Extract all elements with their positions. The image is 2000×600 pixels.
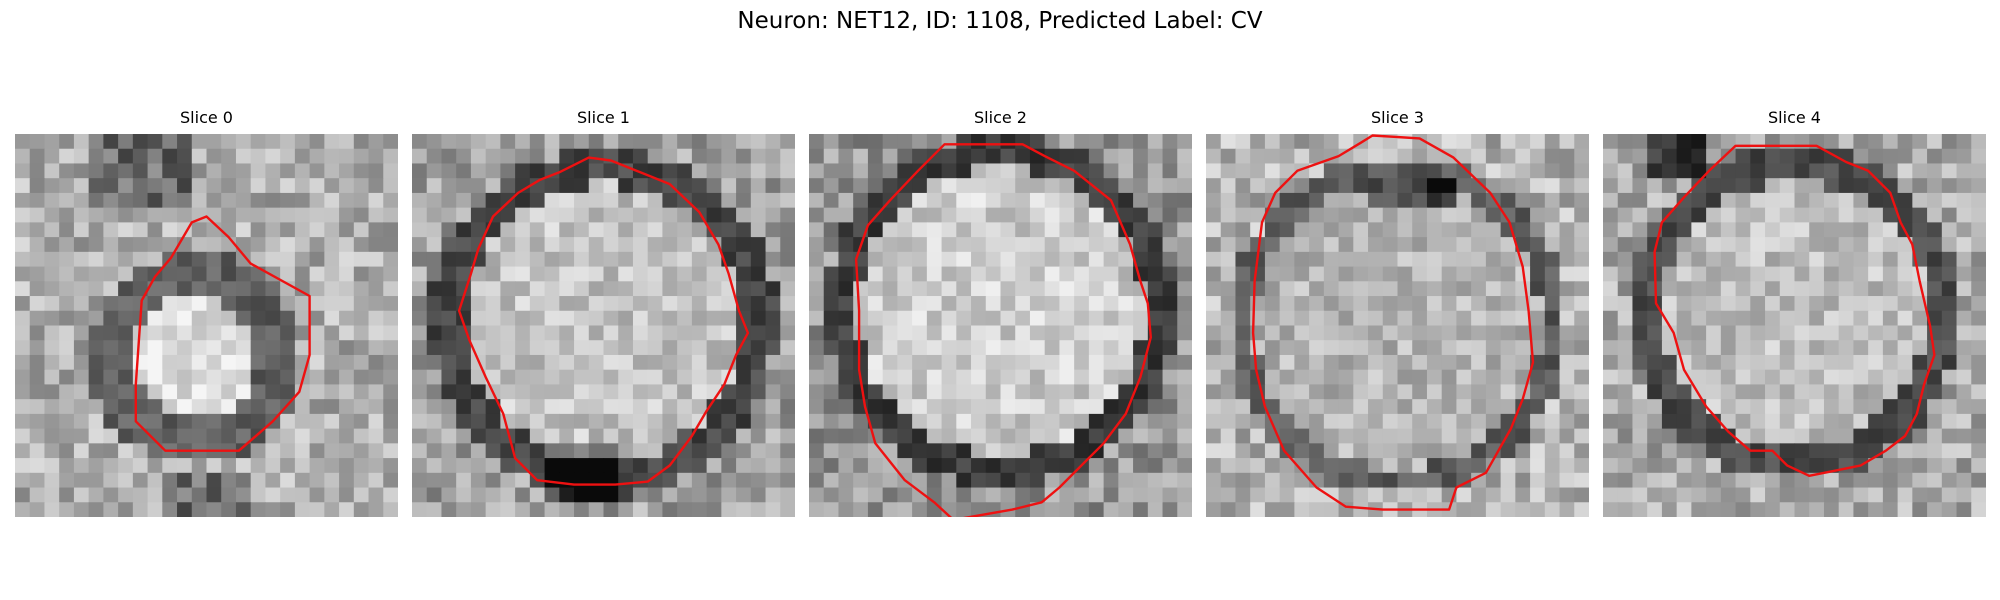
slice-image bbox=[412, 134, 795, 517]
segmentation-contour bbox=[457, 156, 750, 486]
slice-image bbox=[15, 134, 398, 517]
slice-image bbox=[809, 134, 1192, 517]
segmentation-contour bbox=[134, 215, 311, 452]
slice-image bbox=[1206, 134, 1589, 517]
figure-title: Neuron: NET12, ID: 1108, Predicted Label… bbox=[737, 8, 1263, 34]
segmentation-contour bbox=[1653, 144, 1936, 477]
slice-title: Slice 3 bbox=[1371, 108, 1424, 127]
slice-title: Slice 4 bbox=[1768, 108, 1821, 127]
slice-title: Slice 2 bbox=[974, 108, 1027, 127]
slice-title: Slice 1 bbox=[577, 108, 630, 127]
segmentation-contour bbox=[854, 143, 1152, 517]
slice-title: Slice 0 bbox=[180, 108, 233, 127]
segmentation-contour bbox=[1251, 134, 1535, 511]
slice-image bbox=[1603, 134, 1986, 517]
